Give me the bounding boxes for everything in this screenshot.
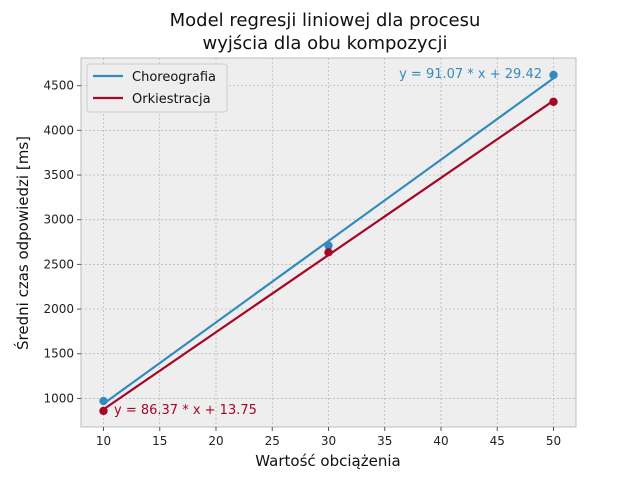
- legend-label-choreografia: Choreografia: [132, 70, 216, 85]
- x-tick-label: 50: [546, 434, 561, 448]
- x-tick-label: 15: [152, 434, 167, 448]
- x-axis-label: Wartość obciążenia: [255, 452, 400, 470]
- x-tick-label: 25: [265, 434, 280, 448]
- data-point-orkiestracja: [549, 97, 558, 106]
- y-tick-label: 2000: [43, 302, 74, 316]
- y-tick-label: 1000: [43, 391, 74, 405]
- equation-choreografia: y = 91.07 * x + 29.42: [399, 67, 542, 82]
- y-tick-label: 1500: [43, 347, 74, 361]
- y-tick-label: 2500: [43, 257, 74, 271]
- y-tick-label: 4500: [43, 79, 74, 93]
- y-tick-label: 3500: [43, 168, 74, 182]
- x-tick-label: 30: [321, 434, 336, 448]
- equation-orkiestracja: y = 86.37 * x + 13.75: [114, 403, 257, 418]
- x-tick-label: 10: [96, 434, 111, 448]
- x-tick-label: 20: [208, 434, 223, 448]
- regression-line-choreografia: [102, 77, 555, 405]
- y-tick-label: 4000: [43, 123, 74, 137]
- data-point-orkiestracja: [324, 248, 333, 257]
- x-tick-label: 35: [377, 434, 392, 448]
- legend-label-orkiestracja: Orkiestracja: [132, 92, 211, 107]
- data-point-orkiestracja: [99, 406, 108, 416]
- data-point-choreografia: [99, 396, 108, 406]
- y-tick-label: 3000: [43, 213, 74, 227]
- x-tick-label: 40: [433, 434, 448, 448]
- chart-title-line-1: Model regresji liniowej dla procesu: [170, 10, 481, 31]
- grid: [81, 58, 576, 427]
- y-axis-ticks: 1000 1500 2000 2500 3000 3500 4000 4500: [43, 79, 81, 405]
- chart-title-line-2: wyjścia dla obu kompozycji: [203, 33, 448, 54]
- y-axis-label: Średni czas odpowiedzi [ms]: [13, 136, 32, 350]
- series-layer: [99, 70, 558, 416]
- data-point-choreografia: [549, 70, 558, 80]
- legend: Choreografia Orkiestracja: [86, 63, 228, 113]
- x-tick-label: 45: [490, 434, 505, 448]
- data-point-choreografia: [324, 241, 333, 250]
- x-axis-ticks: 10 15 20 25 30 35 40 45 50: [96, 427, 561, 448]
